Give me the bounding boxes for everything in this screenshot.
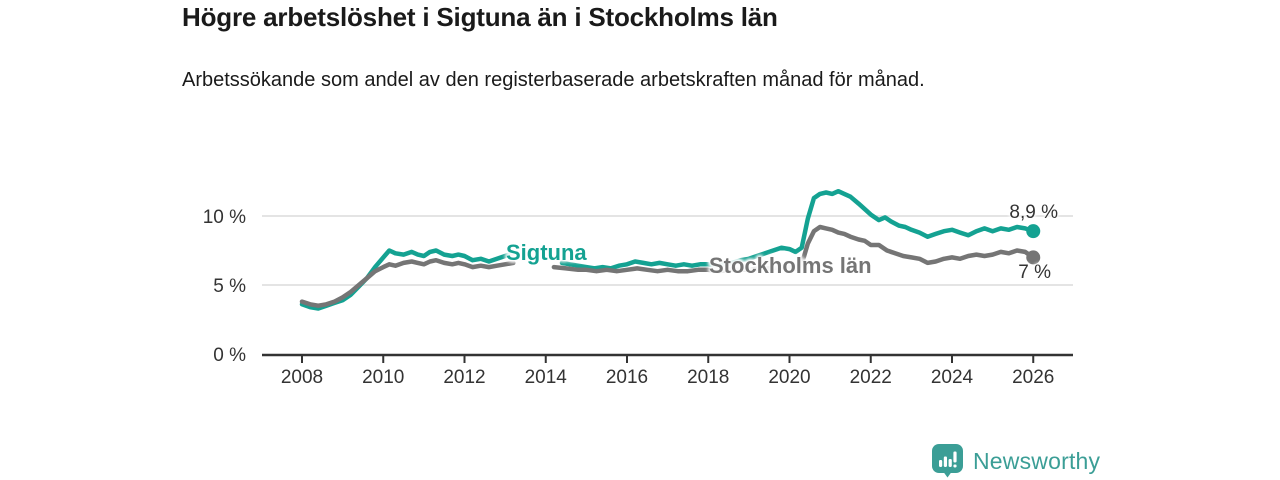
newsworthy-logo-text: Newsworthy (973, 447, 1101, 474)
y-tick-label: 0 % (213, 345, 246, 366)
series-line-1 (299, 224, 1036, 308)
x-tick-label: 2014 (525, 367, 568, 388)
x-tick-label: 2022 (850, 367, 892, 388)
series-label-stockholms-lan: Stockholms län (709, 253, 872, 278)
x-tick-label: 2016 (606, 367, 648, 388)
x-tick-label: 2020 (768, 367, 810, 388)
x-tick-label: 2024 (931, 367, 974, 388)
newsworthy-bar-chart-speech-bubble-icon (932, 444, 963, 478)
series-line-0 (299, 188, 1036, 311)
series-end-dot-1 (1026, 250, 1041, 265)
x-tick-label: 2012 (443, 367, 485, 388)
chart-title: Högre arbetslöshet i Sigtuna än i Stockh… (182, 2, 778, 32)
newsworthy-logo: Newsworthy (932, 444, 1100, 478)
end-value-label-stockholms-lan: 7 % (1018, 262, 1051, 283)
series-end-dot-0 (1026, 224, 1041, 239)
y-tick-label: 10 % (203, 207, 246, 228)
x-tick-label: 2018 (687, 367, 729, 388)
x-tick-label: 2026 (1012, 367, 1054, 388)
y-tick-label: 5 % (213, 276, 246, 297)
x-tick-label: 2010 (362, 367, 404, 388)
chart-subtitle: Arbetssökande som andel av den registerb… (182, 69, 925, 91)
end-value-label-sigtuna: 8,9 % (1009, 202, 1058, 223)
series-label-sigtuna: Sigtuna (506, 240, 587, 265)
x-tick-label: 2008 (281, 367, 323, 388)
